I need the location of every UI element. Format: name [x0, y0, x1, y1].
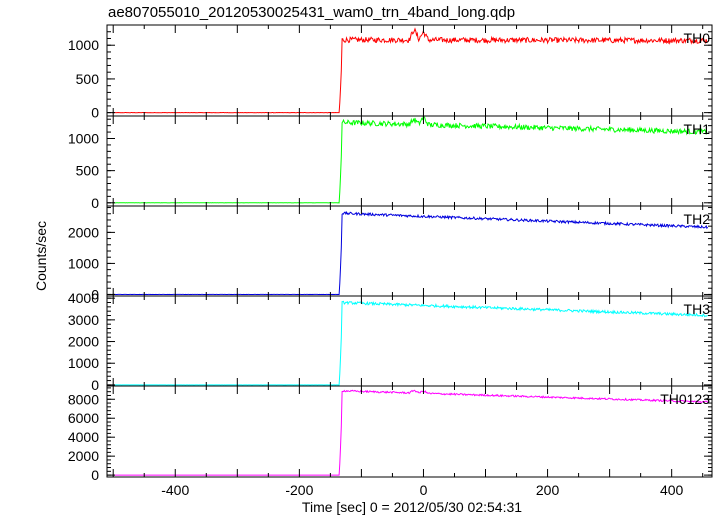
y-tick-label: 500: [76, 71, 100, 87]
y-tick-label: 4000: [68, 290, 99, 306]
panel-frame: [106, 205, 713, 297]
panel-frame: [106, 385, 713, 478]
y-tick-label: 500: [76, 163, 100, 179]
y-tick-label: 0: [91, 377, 99, 393]
x-tick-label: 200: [536, 482, 560, 498]
panel-frame: [106, 295, 713, 387]
y-tick-label: 1000: [68, 37, 99, 53]
y-axis-label: Counts/sec: [33, 221, 49, 291]
panel-th3: 0 1000 2000 3000 4000 TH3: [68, 290, 713, 393]
panel-th0: 0 500 1000 TH0: [68, 24, 713, 121]
y-tick-label: 1000: [68, 255, 99, 271]
y-tick-label: 0: [91, 286, 99, 302]
y-tick-label: 0: [91, 467, 99, 483]
panel-th1: 0 500 1000 TH1: [68, 115, 713, 211]
panel-label-th0123: TH0123: [660, 391, 710, 407]
y-tick-label: 2000: [68, 334, 99, 350]
x-tick-label: -400: [161, 482, 189, 498]
y-tick-label: 2000: [68, 448, 99, 464]
panel-label-th2: TH2: [684, 211, 711, 227]
y-tick-label: 6000: [68, 410, 99, 426]
x-tick-label: 0: [420, 482, 428, 498]
series-line-th0: [111, 27, 709, 114]
panel-th0123: 0 2000 4000 6000 8000 TH0123: [68, 385, 713, 483]
y-tick-label: 3000: [68, 312, 99, 328]
panel-label-th0: TH0: [684, 30, 711, 46]
panel-label-th3: TH3: [684, 301, 711, 317]
panels-group: 0 500 1000 TH0 0 500 1000 TH1 0 1000 2000 TH2 0 1000 2…: [68, 24, 713, 483]
series-line-th2: [111, 210, 709, 296]
y-tick-label: 0: [91, 105, 99, 121]
panel-th2: 0 1000 2000 TH2: [68, 205, 713, 302]
chart-title: ae807055010_20120530025431_wam0_trn_4ban…: [108, 4, 516, 21]
y-tick-label: 2000: [68, 224, 99, 240]
y-tick-label: 4000: [68, 429, 99, 445]
series-line-th1: [111, 116, 708, 204]
x-axis-label: Time [sec] 0 = 2012/05/30 02:54:31: [302, 499, 522, 515]
x-axis: -400 -200 0 200 400: [161, 482, 683, 498]
x-tick-label: 400: [660, 482, 684, 498]
panel-label-th1: TH1: [684, 121, 711, 137]
y-tick-label: 8000: [68, 391, 99, 407]
y-tick-label: 0: [91, 195, 99, 211]
series-line-th3: [112, 300, 708, 386]
series-line-th0123: [112, 389, 709, 476]
y-tick-label: 1000: [68, 131, 99, 147]
x-tick-label: -200: [285, 482, 313, 498]
y-tick-label: 1000: [68, 355, 99, 371]
